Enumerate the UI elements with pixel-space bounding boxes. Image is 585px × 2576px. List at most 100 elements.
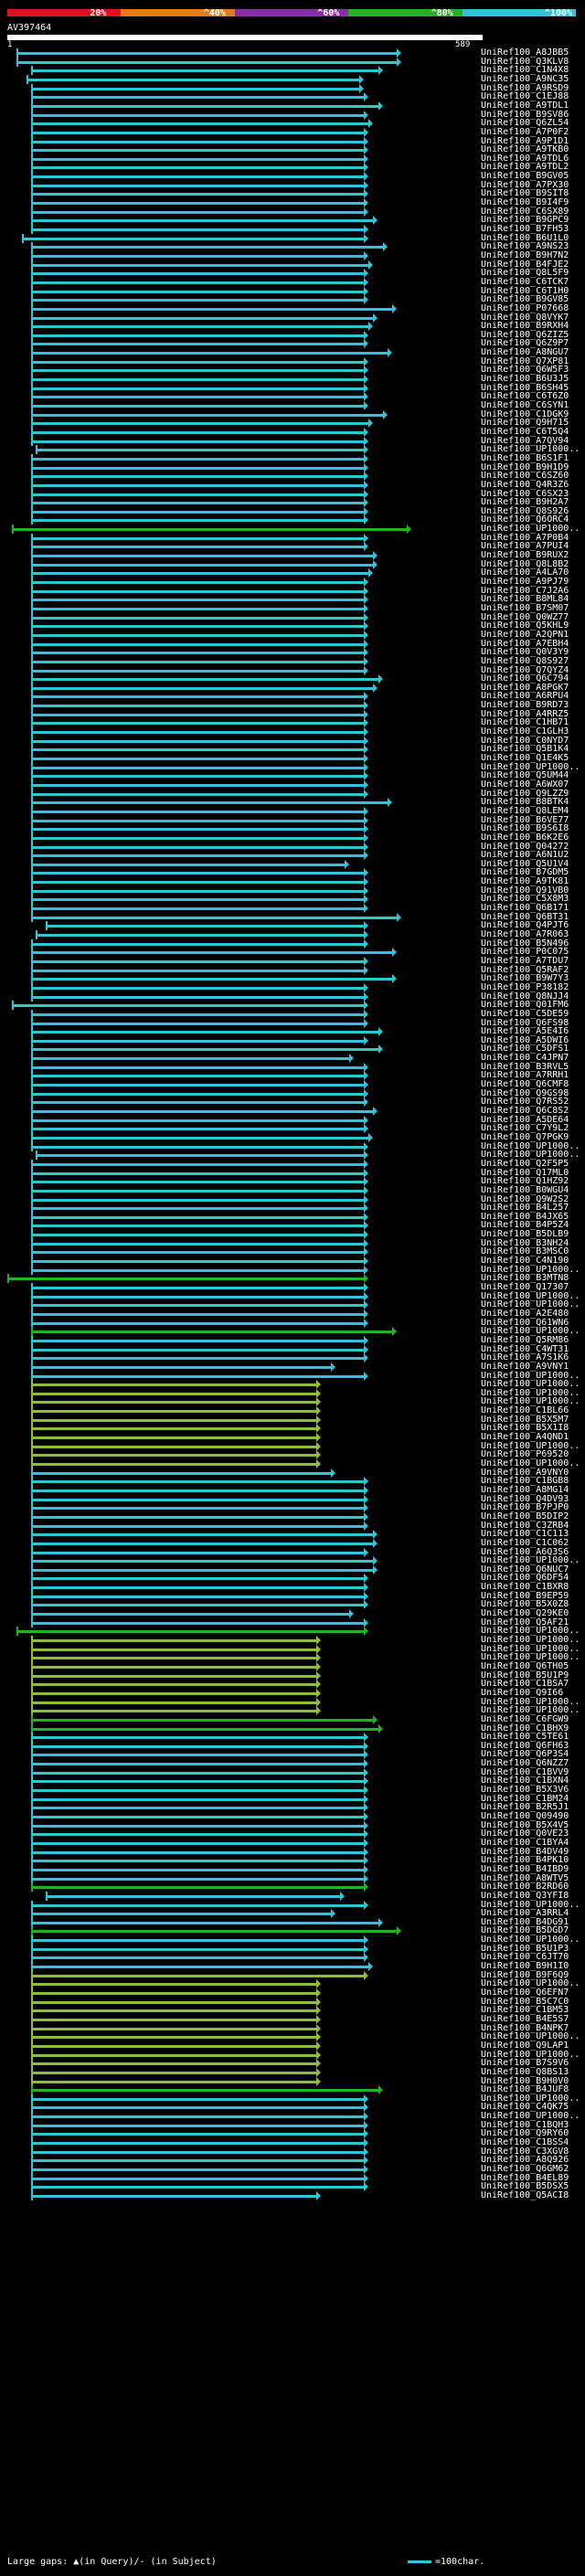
hit-row[interactable]: UniRef100_C6FGW9	[0, 1714, 585, 1725]
hit-label[interactable]: UniRef100_B2RD60	[481, 1882, 569, 1892]
hit-label[interactable]: UniRef100_C1BM53	[481, 2005, 569, 2016]
hit-row[interactable]: UniRef100_B6U1L0	[0, 233, 585, 244]
hit-row[interactable]: UniRef100_A9TKB0	[0, 144, 585, 155]
hit-row[interactable]: UniRef100_A6RPU4	[0, 691, 585, 702]
hit-label[interactable]: UniRef100_C1BHX9	[481, 1723, 569, 1733]
hit-label[interactable]: UniRef100_C4N190	[481, 1256, 569, 1267]
hit-label[interactable]: UniRef100_Q6Z9P7	[481, 338, 569, 349]
hit-label[interactable]: UniRef100_B5X0Z8	[481, 1599, 569, 1610]
hit-label[interactable]: UniRef100_B4E5S7	[481, 2013, 569, 2024]
hit-row[interactable]: UniRef100_B5X5M7	[0, 1415, 585, 1426]
hit-row[interactable]: UniRef100_UP1000..	[0, 1379, 585, 1390]
hit-label[interactable]: UniRef100_Q0VE23	[481, 1829, 569, 1839]
hit-row[interactable]: UniRef100_UP1000..	[0, 762, 585, 773]
hit-label[interactable]: UniRef100_B7GDM5	[481, 867, 569, 878]
hit-label[interactable]: UniRef100_UP1000..	[481, 444, 580, 455]
hit-label[interactable]: UniRef100_Q6GM62	[481, 2164, 569, 2174]
hit-row[interactable]: UniRef100_A8PGK7	[0, 683, 585, 694]
hit-row[interactable]: UniRef100_Q6FS98	[0, 1018, 585, 1029]
hit-row[interactable]: UniRef100_UP1000..	[0, 1635, 585, 1646]
hit-label[interactable]: UniRef100_UP1000..	[481, 1696, 580, 1707]
hit-row[interactable]: UniRef100_UP1000..	[0, 1396, 585, 1407]
hit-label[interactable]: UniRef100_Q1E4K5	[481, 753, 569, 763]
hit-label[interactable]: UniRef100_B7FH53	[481, 224, 569, 234]
hit-label[interactable]: UniRef100_C1BQH3	[481, 2119, 569, 2130]
hit-row[interactable]: UniRef100_A9TK81	[0, 876, 585, 887]
hit-row[interactable]: UniRef100_B7SM07	[0, 603, 585, 614]
hit-row[interactable]: UniRef100_B7PJP0	[0, 1502, 585, 1513]
hit-row[interactable]: UniRef100_B2RD60	[0, 1882, 585, 1892]
hit-label[interactable]: UniRef100_Q0WZ77	[481, 611, 569, 622]
hit-row[interactable]: UniRef100_C5X8M3	[0, 894, 585, 905]
hit-label[interactable]: UniRef100_B7S9V6	[481, 2058, 569, 2069]
hit-row[interactable]: UniRef100_Q5B1K4	[0, 744, 585, 755]
hit-row[interactable]: UniRef100_B4DV49	[0, 1847, 585, 1858]
hit-row[interactable]: UniRef100_B5DSX5	[0, 2181, 585, 2192]
hit-label[interactable]: UniRef100_C4JPN7	[481, 1053, 569, 1064]
hit-row[interactable]: UniRef100_B6U3J5	[0, 374, 585, 385]
hit-label[interactable]: UniRef100_C4QK75	[481, 2102, 569, 2113]
hit-row[interactable]: UniRef100_C6SYN1	[0, 400, 585, 411]
hit-label[interactable]: UniRef100_UP1000..	[481, 1290, 580, 1301]
hit-label[interactable]: UniRef100_A7S1K6	[481, 1352, 569, 1363]
hit-row[interactable]: UniRef100_Q8NJJ4	[0, 991, 585, 1002]
hit-row[interactable]: UniRef100_UP1000..	[0, 1555, 585, 1566]
hit-label[interactable]: UniRef100_A8JBB5	[481, 48, 569, 58]
hit-row[interactable]: UniRef100_A9RSD9	[0, 83, 585, 94]
hit-row[interactable]: UniRef100_Q7PGK9	[0, 1132, 585, 1143]
hit-row[interactable]: UniRef100_B3RVL5	[0, 1062, 585, 1073]
hit-row[interactable]: UniRef100_B9H1D9	[0, 462, 585, 473]
hit-row[interactable]: UniRef100_Q01FM6	[0, 1000, 585, 1011]
hit-label[interactable]: UniRef100_C7Y9L2	[481, 1123, 569, 1134]
hit-label[interactable]: UniRef100_Q4DV93	[481, 1493, 569, 1504]
hit-row[interactable]: UniRef100_A7R063	[0, 929, 585, 940]
hit-label[interactable]: UniRef100_P38182	[481, 981, 569, 992]
hit-label[interactable]: UniRef100_B5N496	[481, 938, 569, 949]
hit-label[interactable]: UniRef100_Q7XP81	[481, 355, 569, 366]
hit-row[interactable]: UniRef100_A9P1D1	[0, 136, 585, 147]
hit-row[interactable]: UniRef100_A9TDL1	[0, 101, 585, 111]
hit-label[interactable]: UniRef100_B4PK10	[481, 1855, 569, 1866]
hit-row[interactable]: UniRef100_Q7RS52	[0, 1097, 585, 1108]
hit-label[interactable]: UniRef100_A3RRL4	[481, 1908, 569, 1919]
hit-label[interactable]: UniRef100_A9RSD9	[481, 82, 569, 93]
hit-label[interactable]: UniRef100_UP1000..	[481, 1379, 580, 1390]
hit-label[interactable]: UniRef100_UP1000..	[481, 1635, 580, 1645]
hit-label[interactable]: UniRef100_Q6BT31	[481, 911, 569, 922]
hit-label[interactable]: UniRef100_B5U1P3	[481, 1943, 569, 1954]
hit-row[interactable]: UniRef100_A5E4I6	[0, 1026, 585, 1037]
hit-row[interactable]: UniRef100_A8MG14	[0, 1485, 585, 1496]
hit-label[interactable]: UniRef100_A4QND1	[481, 1432, 569, 1443]
hit-row[interactable]: UniRef100_A9VNY1	[0, 1362, 585, 1373]
hit-row[interactable]: UniRef100_B9H1I0	[0, 1961, 585, 1972]
hit-label[interactable]: UniRef100_B7PJP0	[481, 1502, 569, 1513]
hit-row[interactable]: UniRef100_B6K2E6	[0, 832, 585, 843]
hit-label[interactable]: UniRef100_UP1000..	[481, 1626, 580, 1637]
hit-row[interactable]: UniRef100_UP1000..	[0, 1371, 585, 1382]
hit-label[interactable]: UniRef100_C1BYA4	[481, 1837, 569, 1848]
hit-row[interactable]: UniRef100_C1BXN4	[0, 1776, 585, 1786]
hit-label[interactable]: UniRef100_Q6NZZ7	[481, 1758, 569, 1769]
hit-label[interactable]: UniRef100_C6T1H0	[481, 285, 569, 296]
hit-label[interactable]: UniRef100_A6RPU4	[481, 691, 569, 702]
hit-label[interactable]: UniRef100_Q04272	[481, 841, 569, 852]
hit-row[interactable]: UniRef100_Q09490	[0, 1811, 585, 1822]
hit-row[interactable]: UniRef100_Q9W2S2	[0, 1194, 585, 1205]
hit-row[interactable]: UniRef100_C6SX23	[0, 489, 585, 500]
hit-row[interactable]: UniRef100_A9PJ79	[0, 577, 585, 588]
hit-row[interactable]: UniRef100_UP1000..	[0, 1935, 585, 1945]
hit-label[interactable]: UniRef100_Q0V3Y9	[481, 647, 569, 658]
hit-row[interactable]: UniRef100_B4L257	[0, 1203, 585, 1214]
hit-row[interactable]: UniRef100_Q6CMF8	[0, 1079, 585, 1090]
hit-label[interactable]: UniRef100_Q5AF21	[481, 1617, 569, 1627]
hit-label[interactable]: UniRef100_C6SZ60	[481, 471, 569, 482]
hit-row[interactable]: UniRef100_C7Y9L2	[0, 1123, 585, 1134]
hit-label[interactable]: UniRef100_Q5B1K4	[481, 744, 569, 755]
hit-label[interactable]: UniRef100_B9GPC9	[481, 215, 569, 226]
hit-row[interactable]: UniRef100_A3RRL4	[0, 1908, 585, 1919]
hit-row[interactable]: UniRef100_Q2F5P5	[0, 1159, 585, 1170]
hit-row[interactable]: UniRef100_C6T1H0	[0, 286, 585, 297]
hit-label[interactable]: UniRef100_B9SV86	[481, 109, 569, 120]
hit-label[interactable]: UniRef100_Q4R3Z6	[481, 479, 569, 490]
hit-label[interactable]: UniRef100_A9TKB0	[481, 144, 569, 155]
